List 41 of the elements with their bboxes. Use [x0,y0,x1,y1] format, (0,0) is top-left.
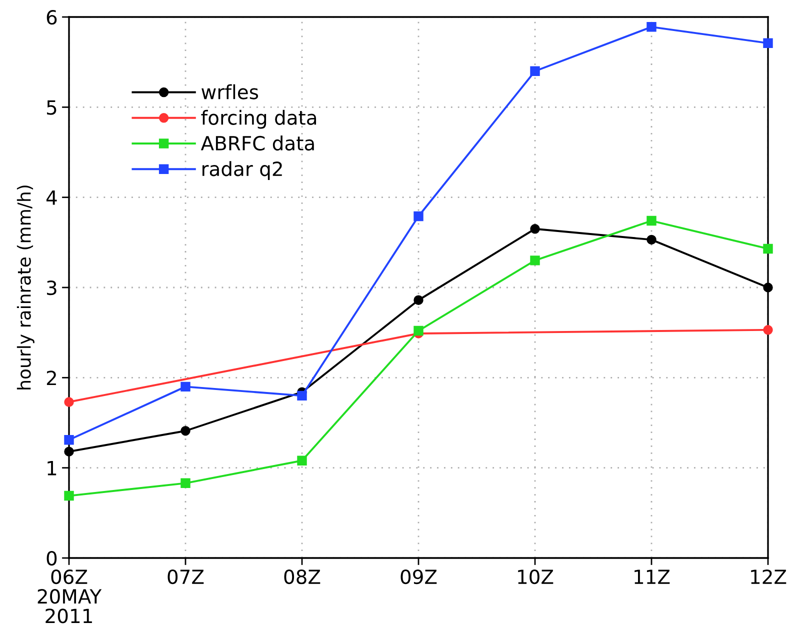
legend-label: forcing data [201,110,316,129]
point [414,295,424,305]
x-tick-label: 06Z 20MAY 2011 [38,569,102,624]
x-tick-label: 07Z [168,569,204,584]
y-tick-label: 4 [46,190,57,205]
legend-label: wrfles [202,84,258,100]
point [763,282,773,292]
x-tick-label: 12Z [751,569,786,584]
x-tick-label: 11Z [634,570,670,584]
point [180,382,190,392]
point [180,426,190,436]
point [646,216,656,226]
point [414,326,424,336]
y-tick-label: 5 [47,100,56,115]
legend-label: radar q2 [202,161,282,180]
point [530,256,540,266]
x-tick-label: 09Z [400,569,437,584]
x-tick-label: 08Z [284,569,320,584]
y-tick-label: 1 [48,461,56,476]
y-tick-label: 0 [46,550,57,566]
point [414,211,424,222]
point [180,478,190,488]
point [64,397,74,407]
y-tick-label: 2 [46,370,56,386]
point [297,456,307,466]
point [646,22,656,32]
y-tick-label: 6 [46,10,57,25]
point [646,234,656,245]
y-axis-title: hourly rainrate (mm/h) [16,186,34,390]
point [64,446,74,456]
y-tick-label: 3 [47,280,56,296]
point [297,390,307,401]
point [763,325,773,335]
x-tick-label: 10Z [518,569,554,584]
point [64,435,74,445]
legend-label: ABRFC data [200,136,314,151]
point [530,66,540,76]
point [530,224,540,234]
point [763,244,773,254]
point [763,38,773,48]
point [64,490,74,501]
